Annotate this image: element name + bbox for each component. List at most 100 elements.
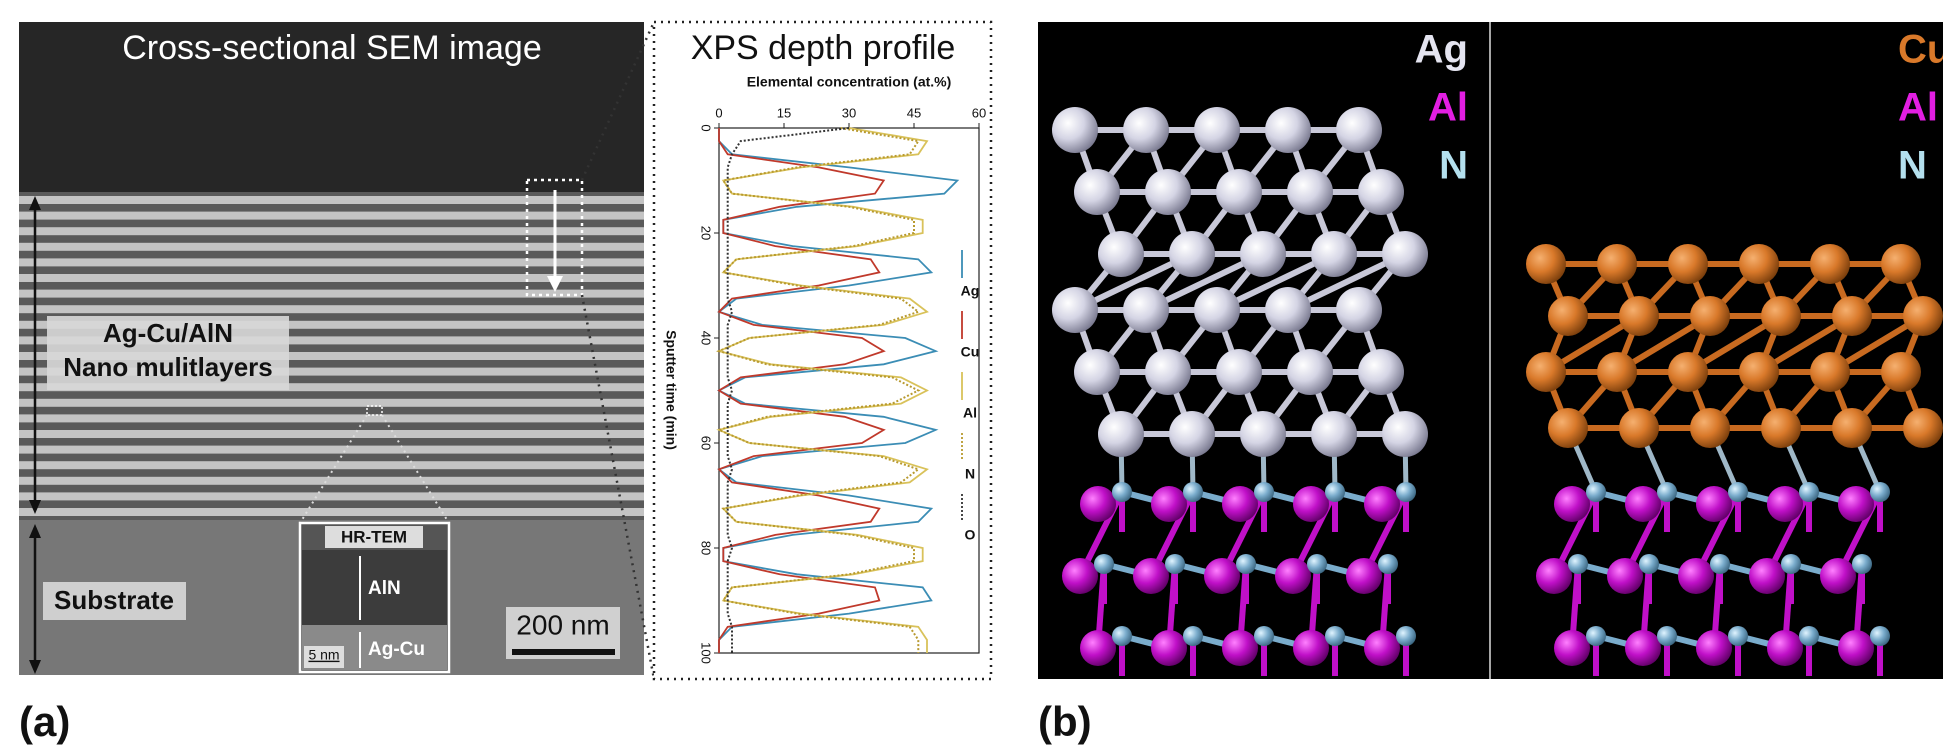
legend-label: Ag [961, 283, 980, 299]
atom [1568, 554, 1588, 574]
atom [1586, 626, 1606, 646]
atom [1080, 630, 1116, 666]
atom [1781, 554, 1801, 574]
atom [1832, 296, 1872, 336]
tick-label: 60 [972, 105, 986, 120]
atom [1336, 287, 1382, 333]
atom [1810, 352, 1850, 392]
bright-layer [19, 227, 644, 235]
atom [1749, 558, 1785, 594]
atom [1145, 169, 1191, 215]
atom [1625, 486, 1661, 522]
atom [1382, 411, 1428, 457]
legend-label: Cu [1898, 28, 1943, 72]
bright-layer [19, 196, 644, 204]
atom [1346, 558, 1382, 594]
tick-label: 30 [842, 105, 856, 120]
atom [1767, 630, 1803, 666]
atom [1870, 482, 1890, 502]
bright-layer [19, 492, 644, 500]
atom [1739, 352, 1779, 392]
atom [1194, 107, 1240, 153]
atom [1728, 482, 1748, 502]
page: {"panel_a": {"label": "(a)", "sem": {"ti… [0, 0, 1943, 752]
atom [1820, 558, 1856, 594]
atom [1222, 486, 1258, 522]
tick-label: 15 [777, 105, 791, 120]
chart-title: XPS depth profile [691, 29, 956, 67]
atom [1151, 486, 1187, 522]
atom [1222, 630, 1258, 666]
atom [1240, 231, 1286, 277]
panel-label: (a) [19, 698, 70, 745]
tick-label: 60 [699, 436, 714, 450]
atom [1767, 486, 1803, 522]
atom [1586, 482, 1606, 502]
atom [1358, 169, 1404, 215]
tick-label: 80 [699, 541, 714, 555]
atom [1169, 231, 1215, 277]
legend-label: N [1898, 144, 1927, 188]
atom [1554, 630, 1590, 666]
atom [1554, 486, 1590, 522]
atom [1287, 169, 1333, 215]
bright-layer [19, 508, 644, 516]
atom [1396, 482, 1416, 502]
atom [1165, 554, 1185, 574]
atom [1194, 287, 1240, 333]
bright-layer [19, 446, 644, 454]
atom [1710, 554, 1730, 574]
atom [1311, 231, 1357, 277]
tick-label: 0 [715, 105, 722, 120]
bright-layer [19, 212, 644, 220]
atom [1761, 296, 1801, 336]
atom [1169, 411, 1215, 457]
legend-label: N [1439, 144, 1468, 188]
atom [1098, 231, 1144, 277]
atom [1903, 296, 1943, 336]
scale-bar [512, 649, 615, 655]
atom [1098, 411, 1144, 457]
atom [1265, 107, 1311, 153]
bright-layer [19, 290, 644, 298]
atom [1265, 287, 1311, 333]
atom [1080, 486, 1116, 522]
atom [1678, 558, 1714, 594]
atom [1325, 626, 1345, 646]
bright-layer [19, 414, 644, 422]
atom [1364, 630, 1400, 666]
atom [1799, 482, 1819, 502]
atom [1799, 626, 1819, 646]
atom [1838, 630, 1874, 666]
atom [1123, 287, 1169, 333]
atom [1536, 558, 1572, 594]
atom [1216, 349, 1262, 395]
bright-layer [19, 461, 644, 469]
atom [1639, 554, 1659, 574]
atom [1597, 244, 1637, 284]
legend-label: Al [963, 405, 977, 421]
bright-layer [19, 399, 644, 407]
layer-label: Nano mulitlayers [63, 352, 273, 382]
atom [1325, 482, 1345, 502]
atom [1062, 558, 1098, 594]
atom [1696, 630, 1732, 666]
substrate-label: Substrate [54, 585, 174, 615]
legend-label: O [965, 527, 976, 543]
atom [1094, 554, 1114, 574]
legend-label: N [965, 466, 975, 482]
sem-image: Cross-sectional SEM image Ag-Cu/AlN Nano… [19, 22, 644, 675]
atom [1696, 486, 1732, 522]
atom [1810, 244, 1850, 284]
atom [1607, 558, 1643, 594]
tick-label: 20 [699, 226, 714, 240]
atom [1358, 349, 1404, 395]
atom [1619, 408, 1659, 448]
atom [1123, 107, 1169, 153]
atom [1761, 408, 1801, 448]
atom [1364, 486, 1400, 522]
figure: Cross-sectional SEM image Ag-Cu/AlN Nano… [0, 0, 1943, 752]
atom [1052, 107, 1098, 153]
panel-label: (b) [1038, 698, 1092, 745]
atom [1832, 408, 1872, 448]
